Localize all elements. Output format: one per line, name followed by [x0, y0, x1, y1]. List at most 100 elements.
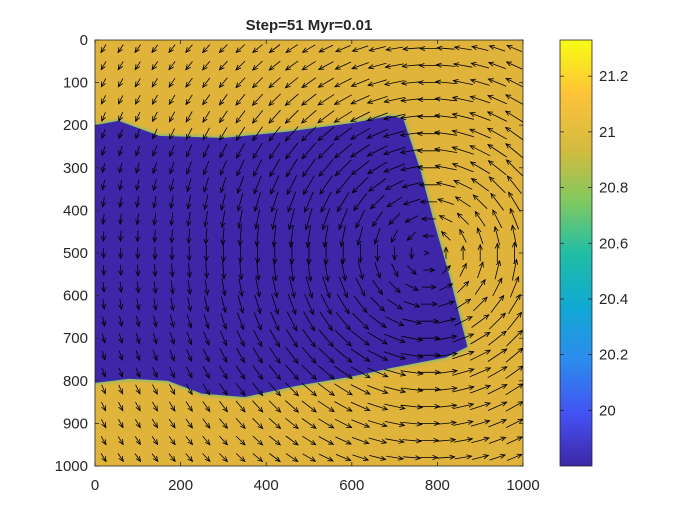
velocity-arrow [507, 62, 523, 70]
velocity-arrow [324, 224, 329, 247]
velocity-arrow [186, 61, 193, 69]
velocity-arrow [285, 346, 298, 363]
velocity-arrow [383, 351, 405, 359]
velocity-arrow [434, 371, 457, 375]
velocity-arrow [506, 454, 522, 461]
velocity-arrow [118, 419, 123, 427]
velocity-arrow [301, 400, 316, 412]
velocity-arrow [384, 163, 406, 172]
velocity-arrow [188, 279, 190, 294]
velocity-arrow [186, 111, 193, 122]
velocity-arrow [252, 418, 263, 428]
velocity-arrow [220, 313, 226, 329]
velocity-arrow [285, 329, 297, 347]
velocity-arrow [334, 347, 352, 362]
velocity-arrow [435, 166, 457, 171]
velocity-arrow [383, 386, 405, 392]
velocity-arrow [303, 44, 316, 52]
velocity-arrow [172, 229, 173, 242]
y-tick-label: 1000 [55, 458, 88, 475]
velocity-arrow [102, 129, 105, 138]
velocity-arrow [152, 78, 158, 87]
velocity-arrow [205, 194, 209, 209]
velocity-arrow [335, 78, 352, 86]
velocity-arrow [235, 382, 245, 395]
velocity-arrow [302, 77, 317, 88]
velocity-arrow [367, 385, 387, 394]
velocity-arrow [490, 46, 506, 52]
velocity-arrow [269, 329, 280, 347]
velocity-arrow [220, 110, 228, 123]
velocity-arrow [255, 277, 260, 297]
velocity-arrow [437, 48, 455, 49]
velocity-arrow [240, 226, 242, 246]
y-tick-label: 900 [63, 415, 88, 432]
velocity-arrow [470, 113, 491, 121]
velocity-arrow [272, 276, 278, 298]
velocity-arrow [119, 162, 122, 173]
velocity-arrow [203, 77, 211, 87]
velocity-arrow [367, 145, 388, 156]
velocity-arrow [185, 366, 192, 378]
velocity-arrow [255, 192, 261, 212]
velocity-arrow [153, 162, 156, 173]
velocity-arrow [291, 224, 294, 247]
velocity-arrow [372, 279, 383, 295]
velocity-arrow [101, 401, 106, 411]
velocity-arrow [137, 196, 139, 207]
velocity-arrow [186, 94, 193, 105]
velocity-arrow [253, 126, 263, 141]
velocity-arrow [454, 64, 473, 68]
velocity-arrow [369, 178, 387, 192]
velocity-arrow [238, 176, 244, 194]
velocity-arrow [271, 294, 279, 314]
velocity-arrow [285, 417, 299, 428]
velocity-arrow [402, 318, 421, 324]
velocity-arrow [152, 384, 158, 395]
velocity-arrow [254, 175, 262, 194]
y-tick-label: 300 [63, 160, 88, 177]
velocity-arrow [334, 127, 353, 140]
velocity-arrow [473, 297, 487, 312]
velocity-arrow [391, 229, 399, 243]
velocity-arrow [268, 364, 280, 379]
velocity-arrow [285, 364, 299, 380]
velocity-arrow [438, 199, 455, 205]
velocity-arrow [456, 197, 471, 208]
velocity-arrow [400, 388, 423, 391]
velocity-arrow [384, 130, 406, 137]
velocity-arrow [102, 350, 105, 360]
velocity-arrow [507, 312, 521, 331]
velocity-arrow [334, 383, 352, 395]
velocity-arrow [369, 46, 386, 51]
velocity-arrow [117, 436, 123, 444]
velocity-arrow [274, 259, 276, 281]
x-axis: 0 200 400 600 800 1000 [91, 40, 540, 494]
velocity-arrow [170, 128, 175, 139]
velocity-arrow [385, 63, 404, 67]
velocity-arrow [119, 367, 123, 377]
velocity-arrow [306, 207, 313, 230]
velocity-arrow [454, 180, 473, 190]
velocity-arrow [368, 96, 388, 103]
velocity-arrow [236, 77, 246, 88]
velocity-arrow [404, 198, 420, 204]
velocity-arrow [203, 94, 211, 105]
velocity-arrow [493, 210, 503, 229]
velocity-arrows [101, 44, 523, 462]
velocity-arrow [188, 211, 190, 226]
velocity-arrow [102, 162, 105, 172]
y-tick-label: 500 [63, 245, 88, 262]
velocity-arrow [487, 402, 507, 411]
velocity-arrow [169, 77, 176, 87]
velocity-arrow [152, 94, 158, 104]
velocity-arrow [271, 175, 280, 195]
velocity-arrow [301, 364, 316, 379]
velocity-arrow [169, 94, 176, 104]
velocity-arrow [338, 276, 347, 298]
velocity-arrow [334, 401, 352, 412]
velocity-arrow [340, 259, 345, 281]
velocity-arrow [219, 330, 226, 346]
velocity-arrow [135, 367, 140, 378]
velocity-arrow [286, 44, 298, 53]
